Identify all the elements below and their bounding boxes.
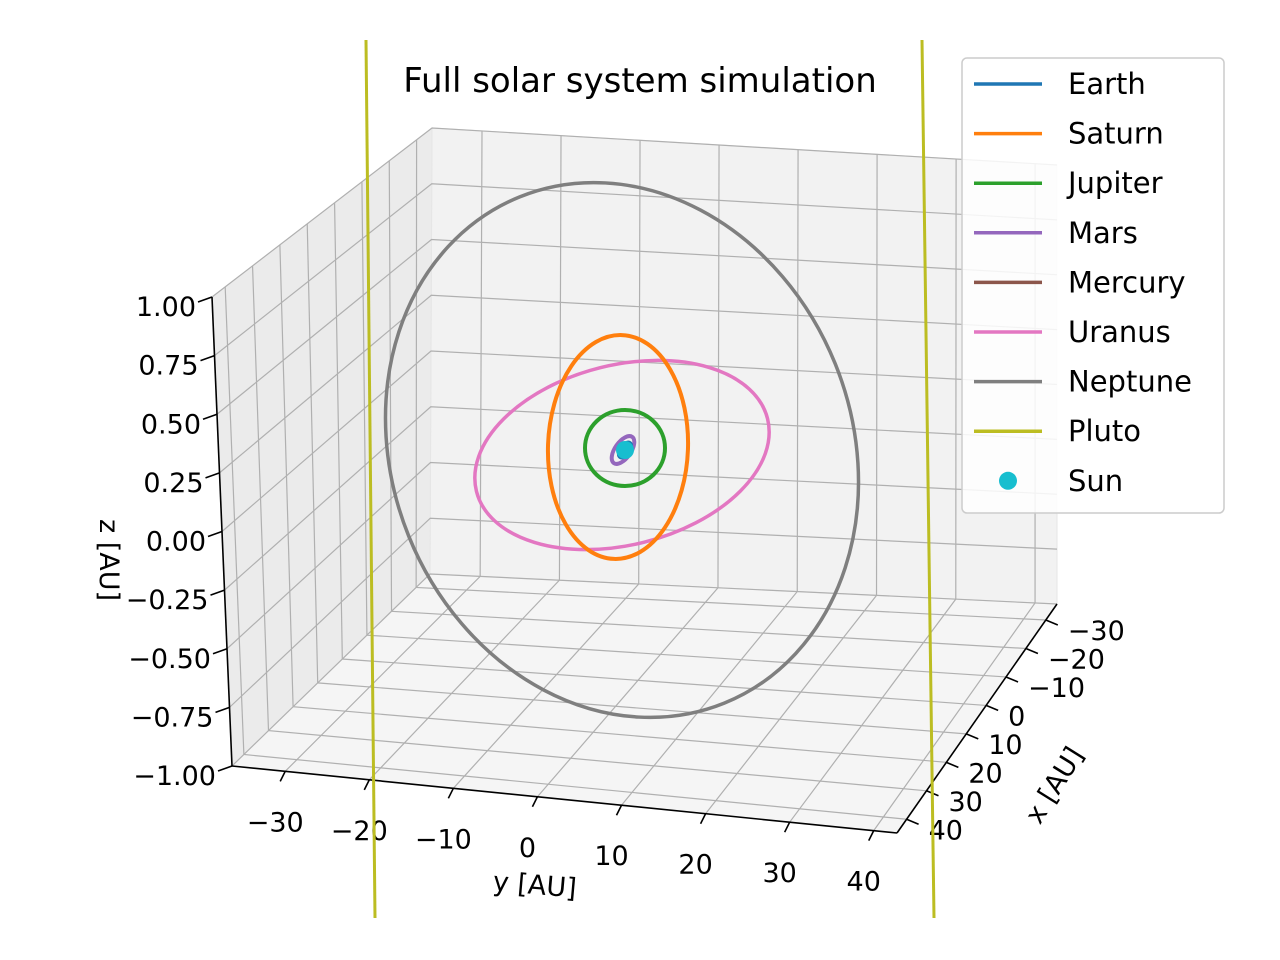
neptune-orbit [383, 180, 861, 720]
legend-label-sun: Sun [1068, 464, 1123, 498]
grid-line-z [219, 294, 1058, 474]
z-tick-label: 0.25 [143, 468, 203, 499]
z-tick-label: −0.50 [128, 644, 211, 675]
y-tick-label: 10 [594, 841, 628, 872]
legend-label-saturn: Saturn [1068, 117, 1164, 151]
z-tick-label: 0.50 [141, 409, 201, 440]
legend: Earth Saturn Jupiter Mars Mercury Uranus Neptu… [961, 57, 1225, 514]
legend-label-mars: Mars [1068, 216, 1138, 250]
z-tick [202, 413, 218, 421]
grid-line-z [229, 517, 1058, 708]
z-tick [200, 354, 215, 362]
legend-marker-sun [999, 471, 1017, 490]
x-tick-label: 30 [948, 787, 982, 818]
grid-line-z [214, 183, 1058, 357]
z-tick-label: 0.00 [146, 527, 206, 558]
legend-label-pluto: Pluto [1068, 414, 1141, 448]
grid-lines [211, 127, 1058, 832]
z-tick [205, 472, 220, 479]
y-tick [363, 779, 370, 791]
x-tick [1045, 619, 1059, 626]
x-tick [985, 704, 999, 712]
x-tick-label: −30 [1068, 616, 1125, 647]
saturn-orbit [545, 333, 691, 561]
orbits [364, 39, 936, 919]
legend-label-earth: Earth [1068, 67, 1146, 101]
z-tick [197, 296, 213, 303]
z-tick-label: −1.00 [133, 761, 216, 792]
y-tick-label: −20 [331, 816, 388, 847]
x-tick-label: −20 [1048, 644, 1105, 675]
grid-line-z [216, 238, 1058, 415]
x-tick [946, 761, 959, 769]
legend-label-uranus: Uranus [1068, 315, 1171, 349]
z-tick [217, 765, 233, 772]
grid-line-z [231, 573, 1058, 767]
x-tick [1025, 647, 1039, 655]
legend-label-mercury: Mercury [1068, 265, 1186, 299]
y-tick-label: −10 [415, 824, 472, 855]
x-axis-label: x [AU] [1019, 742, 1090, 830]
z-axis-label: z [AU] [93, 519, 124, 601]
z-tick-label: 0.75 [138, 351, 198, 382]
y-tick-label: −30 [247, 807, 304, 838]
legend-box [961, 57, 1225, 514]
y-tick [279, 771, 286, 782]
jupiter-orbit [583, 408, 667, 488]
y-tick-label: 20 [678, 850, 712, 881]
y-tick-label: 0 [519, 833, 536, 864]
z-tick-label: 1.00 [136, 292, 196, 323]
x-axis-line [896, 603, 1058, 834]
z-tick-label: −0.75 [131, 702, 214, 733]
y-tick [699, 813, 707, 825]
y-tick [447, 787, 455, 799]
y-axis-line [231, 765, 898, 834]
z-tick [212, 647, 228, 655]
y-tick-label: 40 [847, 867, 881, 898]
y-tick [531, 796, 539, 808]
y-tick-label: 30 [762, 858, 796, 889]
z-tick [210, 589, 225, 596]
y-tick [868, 830, 875, 842]
grid-line-z [226, 461, 1058, 650]
z-tick-label: −0.25 [126, 585, 209, 616]
x-tick-label: 20 [968, 758, 1002, 789]
x-tick [1005, 676, 1019, 683]
legend-label-jupiter: Jupiter [1066, 166, 1163, 200]
chart-title: Full solar system simulation [403, 61, 877, 101]
x-tick-label: 0 [1008, 701, 1025, 732]
x-tick-label: 10 [988, 730, 1022, 761]
x-tick [906, 818, 919, 825]
uranus-orbit [473, 358, 771, 552]
grid-line-z [221, 350, 1058, 532]
pluto-orbit-left [364, 39, 377, 919]
z-tick [215, 706, 230, 714]
tick-labels: −30 −20 −10 0 10 20 30 40−30−20−10010203040−1.0… [126, 292, 1125, 898]
z-tick [207, 530, 223, 538]
x-tick [965, 733, 979, 740]
y-axis-label: y [AU] [492, 866, 578, 904]
sun-marker [616, 441, 634, 459]
grid-line-z [211, 127, 1058, 298]
grid-line-z [224, 406, 1058, 591]
legend-label-neptune: Neptune [1068, 365, 1192, 399]
y-tick [783, 821, 791, 833]
y-tick [615, 804, 623, 816]
x-tick-label: −10 [1028, 673, 1085, 704]
